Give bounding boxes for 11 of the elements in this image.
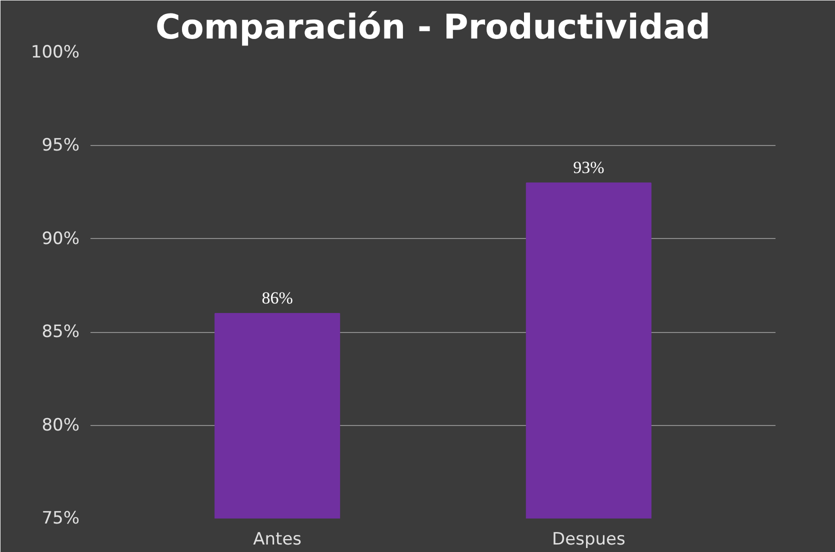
y-tick-label: 80% — [42, 415, 80, 436]
y-tick-label: 90% — [42, 228, 80, 249]
data-label: 86% — [262, 288, 293, 308]
y-tick-label: 85% — [42, 322, 80, 342]
chart-title: Comparación - Productividad — [156, 8, 710, 48]
data-label: 93% — [573, 158, 604, 177]
y-tick-label: 95% — [42, 136, 80, 156]
x-tick-label: Despues — [552, 530, 626, 550]
y-tick-label: 75% — [42, 508, 80, 528]
x-tick-label: Antes — [253, 530, 302, 550]
y-tick-label: 100% — [30, 42, 80, 62]
